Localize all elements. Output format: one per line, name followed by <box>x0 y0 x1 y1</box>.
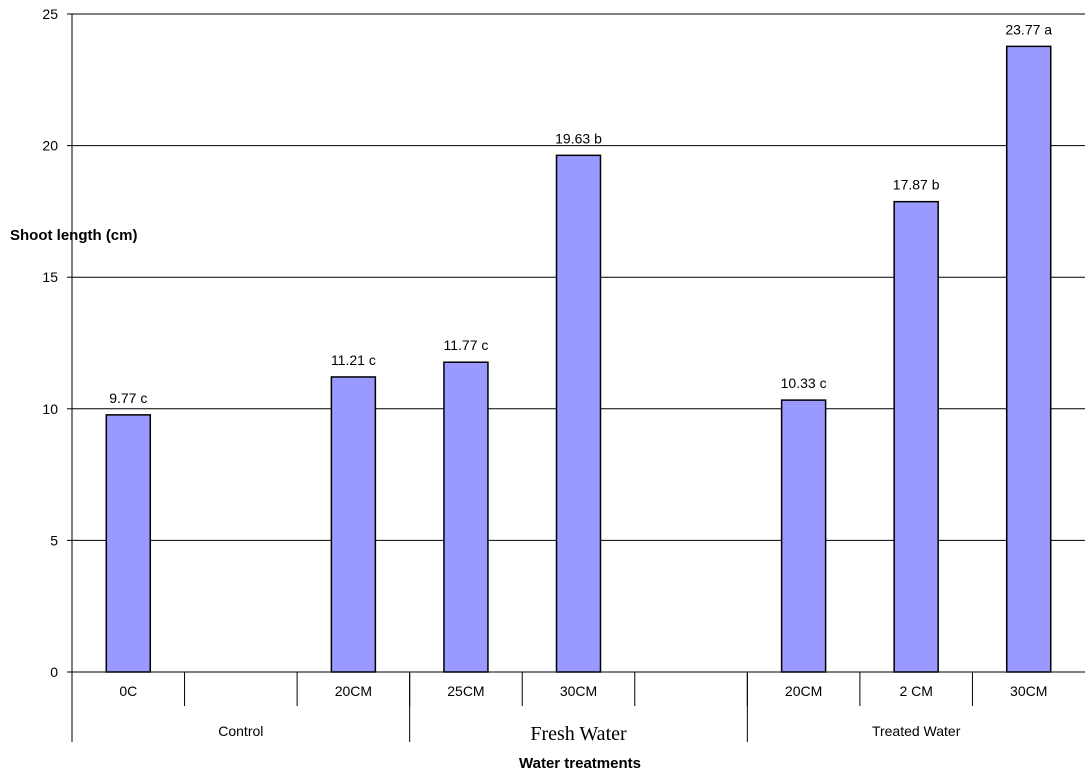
axes <box>67 13 1085 742</box>
labels: 0 5 10 15 20 25 9.77 c 0C 11.21 c 20CM 11.77 c 25CM… <box>42 6 1052 745</box>
data-label: 23.77 a <box>1005 21 1052 37</box>
group-label: Treated Water <box>872 723 961 739</box>
group-label: Fresh Water <box>530 723 627 745</box>
y-tick-label: 5 <box>50 532 58 548</box>
x-tick-label: 25CM <box>447 683 484 699</box>
bar <box>893 200 939 673</box>
data-label: 11.21 c <box>331 352 376 368</box>
bars <box>105 45 1052 673</box>
y-tick-label: 15 <box>42 269 58 285</box>
x-tick-label: 20CM <box>335 683 372 699</box>
x-tick-label: 20CM <box>785 683 822 699</box>
y-tick-label: 10 <box>42 401 58 417</box>
x-tick-label: 0C <box>119 683 137 699</box>
bar <box>555 154 602 673</box>
x-tick-label: 2 CM <box>899 683 932 699</box>
x-tick-label: 30CM <box>1010 683 1047 699</box>
bar <box>780 399 827 673</box>
bar <box>1005 45 1052 673</box>
data-label: 9.77 c <box>109 390 147 406</box>
y-tick-label: 0 <box>50 664 58 680</box>
data-label: 17.87 b <box>893 177 940 193</box>
bar <box>105 414 152 673</box>
group-label: Control <box>218 723 263 739</box>
y-tick-label: 20 <box>42 138 58 154</box>
bar <box>330 376 377 673</box>
data-label: 11.77 c <box>443 337 488 353</box>
data-label: 19.63 b <box>555 130 602 146</box>
bar <box>443 361 489 673</box>
y-axis-title: Shoot length (cm) <box>10 227 138 244</box>
x-tick-label: 30CM <box>560 683 597 699</box>
x-axis-title: Water treatments <box>519 755 641 772</box>
y-tick-label: 25 <box>42 6 58 22</box>
data-label: 10.33 c <box>781 375 827 391</box>
